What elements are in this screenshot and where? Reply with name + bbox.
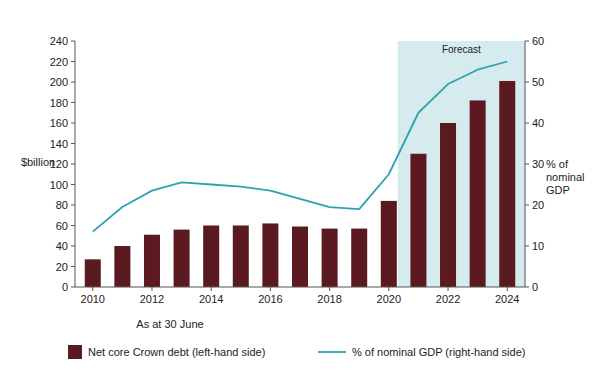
- y-tick: [71, 164, 75, 165]
- y-tick-label: 160: [50, 117, 68, 129]
- y-tick-label: 60: [56, 220, 68, 232]
- y-tick-label: 40: [56, 240, 68, 252]
- x-tick: [507, 287, 508, 291]
- bar: [85, 259, 101, 287]
- x-tick-label: 2024: [495, 293, 519, 305]
- y-axis-title: $billion: [21, 156, 55, 168]
- y-tick: [71, 123, 75, 124]
- bar: [174, 230, 190, 287]
- bar: [233, 226, 249, 288]
- y2-tick: [525, 246, 529, 247]
- x-tick: [329, 287, 330, 291]
- y-tick-label: 20: [56, 261, 68, 273]
- legend-swatch: [68, 345, 82, 359]
- y-tick-label: 220: [50, 56, 68, 68]
- y2-tick: [525, 164, 529, 165]
- y-tick-label: 180: [50, 97, 68, 109]
- chart-svg: Forecast02040608010012014016018020022024…: [0, 0, 600, 381]
- y2-tick-label: 50: [532, 76, 544, 88]
- bar: [381, 201, 397, 287]
- bar: [499, 81, 515, 287]
- y2-tick-label: 20: [532, 199, 544, 211]
- x-tick-label: 2016: [258, 293, 282, 305]
- bar: [114, 246, 130, 287]
- x-axis-line: [75, 287, 525, 288]
- bar: [470, 100, 486, 287]
- y2-tick: [525, 287, 529, 288]
- y-tick-label: 140: [50, 138, 68, 150]
- y-tick: [71, 61, 75, 62]
- y-tick: [71, 102, 75, 103]
- bar: [410, 154, 426, 287]
- bar: [292, 227, 308, 287]
- y-tick-label: 80: [56, 199, 68, 211]
- legend-swatch: [318, 351, 346, 353]
- x-tick-label: 2014: [199, 293, 223, 305]
- y-tick: [71, 184, 75, 185]
- y-tick: [71, 225, 75, 226]
- x-tick: [448, 287, 449, 291]
- y-tick-label: 100: [50, 179, 68, 191]
- y2-tick-label: 10: [532, 240, 544, 252]
- y-tick: [71, 266, 75, 267]
- y2-tick: [525, 41, 529, 42]
- x-tick: [270, 287, 271, 291]
- x-tick-label: 2022: [436, 293, 460, 305]
- y-tick: [71, 82, 75, 83]
- x-tick: [151, 287, 152, 291]
- y-tick: [71, 143, 75, 144]
- bar: [440, 123, 456, 287]
- legend-label: Net core Crown debt (left-hand side): [88, 346, 265, 358]
- y2-axis-title: % ofnominalGDP: [546, 158, 585, 196]
- x-tick-label: 2020: [377, 293, 401, 305]
- x-tick: [211, 287, 212, 291]
- line: [93, 62, 507, 232]
- x-tick: [92, 287, 93, 291]
- y-tick: [71, 205, 75, 206]
- y-tick-label: 0: [62, 281, 68, 293]
- x-tick-label: 2012: [140, 293, 164, 305]
- annotation: Forecast: [442, 44, 481, 55]
- chart-container: Forecast02040608010012014016018020022024…: [0, 0, 600, 381]
- y-tick-label: 200: [50, 76, 68, 88]
- y-tick: [71, 287, 75, 288]
- y2-tick: [525, 82, 529, 83]
- y-tick-label: 240: [50, 35, 68, 47]
- y2-tick-label: 60: [532, 35, 544, 47]
- bar: [351, 229, 367, 287]
- y2-tick-label: 30: [532, 158, 544, 170]
- y-tick: [71, 41, 75, 42]
- legend-item: % of nominal GDP (right-hand side): [318, 346, 525, 358]
- x-tick-label: 2010: [81, 293, 105, 305]
- x-axis-title: As at 30 June: [136, 318, 203, 330]
- y2-tick: [525, 123, 529, 124]
- y2-tick-label: 0: [532, 281, 538, 293]
- y-tick: [71, 246, 75, 247]
- bar: [322, 229, 338, 287]
- y2-tick: [525, 205, 529, 206]
- bar: [203, 226, 219, 288]
- legend-label: % of nominal GDP (right-hand side): [352, 346, 525, 358]
- x-tick-label: 2018: [317, 293, 341, 305]
- x-tick: [388, 287, 389, 291]
- bar: [144, 235, 160, 287]
- plot-area: [85, 41, 525, 287]
- y2-tick-label: 40: [532, 117, 544, 129]
- legend-item: Net core Crown debt (left-hand side): [68, 345, 265, 359]
- bar: [262, 223, 278, 287]
